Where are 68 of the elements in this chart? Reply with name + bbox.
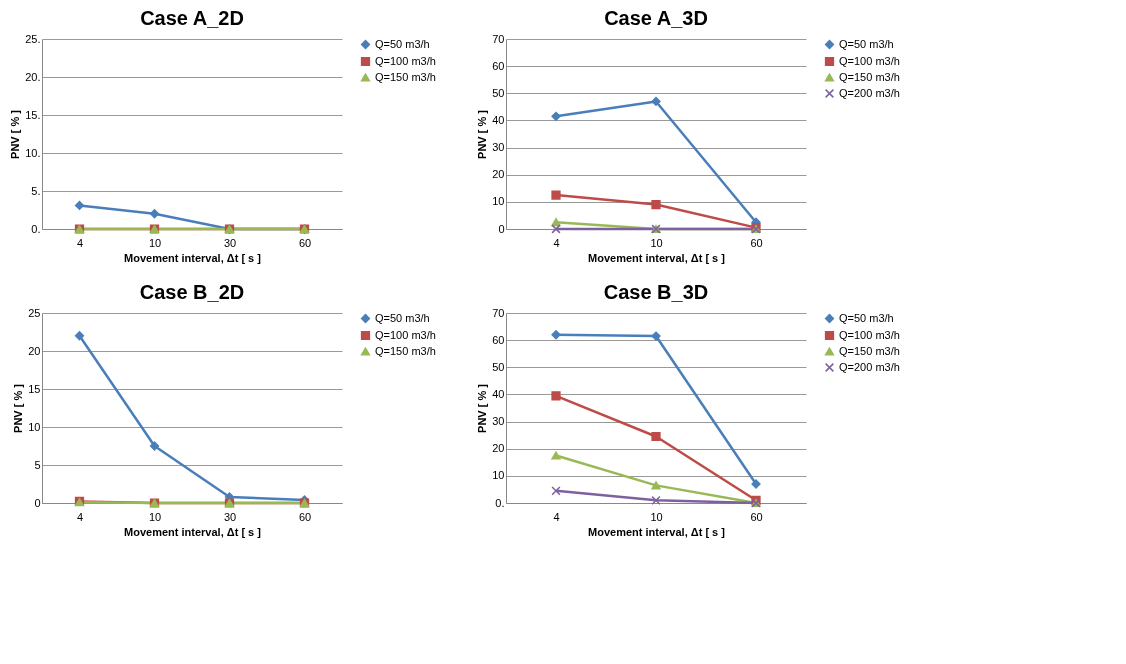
legend-label: Q=200 m3/h bbox=[839, 86, 900, 99]
y-tick-label: 60 bbox=[492, 333, 505, 346]
legend-label: Q=100 m3/h bbox=[375, 54, 436, 67]
legend-label: Q=150 m3/h bbox=[375, 70, 436, 83]
x-tick-label: 4 bbox=[553, 236, 560, 249]
y-tick-label: 25 bbox=[28, 306, 41, 319]
y-tick-label: 70 bbox=[492, 32, 505, 45]
legend-label: Q=150 m3/h bbox=[375, 344, 436, 357]
y-tick-label: 50 bbox=[492, 86, 505, 99]
y-axis-title: PNV [ % ] bbox=[476, 383, 489, 433]
y-axis-title: PNV [ % ] bbox=[12, 383, 25, 433]
x-tick-label: 10 bbox=[650, 510, 663, 523]
x-tick-label: 10 bbox=[148, 510, 162, 523]
y-tick-label: 40 bbox=[492, 113, 505, 126]
y-axis-title: PNV [ % ] bbox=[9, 109, 22, 159]
x-axis-title: Movement interval, Δt [ s ] bbox=[588, 525, 726, 538]
chart-title: Case B_3D bbox=[603, 281, 709, 303]
legend-label: Q=150 m3/h bbox=[839, 344, 900, 357]
legend-label: Q=100 m3/h bbox=[839, 54, 900, 67]
x-tick-label: 10 bbox=[650, 236, 663, 249]
y-tick-label: 70 bbox=[492, 306, 505, 319]
legend-label: Q=150 m3/h bbox=[839, 70, 900, 83]
legend-label: Q=50 m3/h bbox=[375, 37, 430, 50]
x-tick-label: 4 bbox=[76, 510, 84, 523]
legend-label: Q=100 m3/h bbox=[839, 328, 900, 341]
x-axis-title: Movement interval, Δt [ s ] bbox=[588, 251, 726, 264]
x-tick-label: 4 bbox=[553, 510, 560, 523]
x-tick-label: 60 bbox=[298, 236, 312, 249]
x-tick-label: 4 bbox=[76, 236, 84, 249]
x-tick-label: 30 bbox=[223, 510, 237, 523]
y-tick-label: 10 bbox=[492, 469, 505, 482]
y-axis-title: PNV [ % ] bbox=[476, 109, 489, 159]
y-tick-label: 30 bbox=[492, 415, 505, 428]
y-tick-label: 0 bbox=[498, 222, 505, 235]
y-tick-label: 60 bbox=[492, 59, 505, 72]
x-tick-label: 60 bbox=[298, 510, 312, 523]
y-tick-label: 40 bbox=[492, 387, 505, 400]
chart-title: Case A_2D bbox=[140, 7, 244, 29]
chart-title: Case A_3D bbox=[604, 7, 708, 29]
y-tick-label: 20. bbox=[25, 70, 41, 83]
legend-label: Q=50 m3/h bbox=[375, 311, 430, 324]
x-tick-label: 10 bbox=[148, 236, 162, 249]
x-tick-label: 30 bbox=[223, 236, 237, 249]
chart-title: Case B_2D bbox=[139, 281, 245, 303]
y-tick-label: 30 bbox=[492, 141, 505, 154]
legend-label: Q=200 m3/h bbox=[839, 360, 900, 373]
y-tick-label: 15. bbox=[25, 108, 41, 121]
y-tick-label: 5 bbox=[34, 458, 41, 471]
y-tick-label: 0 bbox=[34, 496, 41, 509]
legend-label: Q=50 m3/h bbox=[839, 311, 894, 324]
legend-label: Q=100 m3/h bbox=[375, 328, 436, 341]
x-tick-label: 60 bbox=[750, 236, 763, 249]
y-tick-label: 10 bbox=[28, 420, 41, 433]
y-tick-label: 20 bbox=[492, 168, 505, 181]
y-tick-label: 5. bbox=[31, 184, 41, 197]
x-axis-title: Movement interval, Δt [ s ] bbox=[124, 525, 262, 538]
y-tick-label: 10 bbox=[492, 195, 505, 208]
legend-label: Q=50 m3/h bbox=[839, 37, 894, 50]
x-tick-label: 60 bbox=[750, 510, 763, 523]
y-tick-label: 25. bbox=[25, 32, 41, 45]
y-tick-label: 0. bbox=[495, 496, 505, 509]
y-tick-label: 20 bbox=[492, 442, 505, 455]
y-tick-label: 15 bbox=[28, 382, 41, 395]
y-tick-label: 0. bbox=[31, 222, 41, 235]
x-axis-title: Movement interval, Δt [ s ] bbox=[124, 251, 262, 264]
y-tick-label: 50 bbox=[492, 360, 505, 373]
y-tick-label: 10. bbox=[25, 146, 41, 159]
y-tick-label: 20 bbox=[28, 344, 41, 357]
